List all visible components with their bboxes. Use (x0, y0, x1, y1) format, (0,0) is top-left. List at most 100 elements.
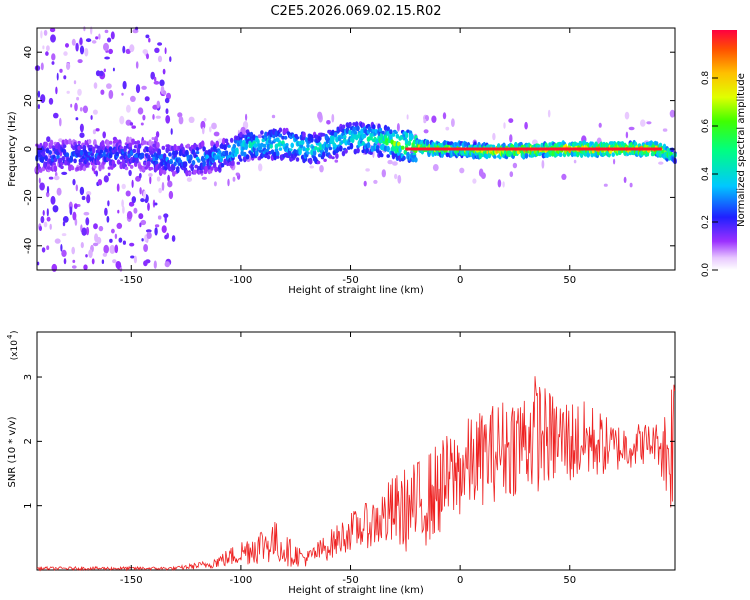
spectrogram-ridge-cell (539, 152, 543, 156)
spectrogram-noise-cell (121, 183, 126, 190)
spectrogram-noise-cell (396, 123, 400, 132)
spectrogram-noise-cell (167, 174, 171, 182)
spectrogram-noise-cell (258, 163, 263, 172)
y-tick-label: 2 (23, 438, 34, 444)
spectrogram-noise-cell (658, 161, 664, 165)
spectrogram-noise-cell (74, 102, 78, 112)
spectrogram-noise-cell (423, 129, 429, 134)
spectrogram-ridge-cell (536, 144, 540, 149)
spectrogram-noise-cell (46, 185, 50, 194)
spectrogram-ridge-cell (98, 164, 102, 172)
spectrogram-noise-cell (40, 216, 45, 224)
spectrogram-noise-cell (88, 249, 93, 258)
spectrogram-noise-cell (130, 95, 136, 102)
spectrogram-noise-cell (165, 108, 169, 115)
spectrogram-noise-cell (66, 62, 71, 70)
spectrogram-noise-cell (161, 181, 165, 191)
spectrogram-noise-cell (365, 168, 370, 172)
y-tick-label: 40 (23, 46, 34, 59)
spectrogram-ridge-cell (290, 142, 295, 149)
spectrogram-noise-cell (154, 224, 160, 228)
spectrogram-ridge-cell (216, 155, 221, 161)
spectrogram-ridge-cell (353, 148, 358, 155)
spectrogram-ridge-cell (91, 146, 96, 154)
spectrogram-ridge-cell (328, 146, 333, 151)
spectrogram-noise-cell (84, 139, 87, 146)
spectrogram-ridge-cell (375, 145, 380, 150)
spectrogram-noise-cell (547, 109, 551, 118)
spectrogram-ridge-cell (183, 161, 188, 168)
spectrogram-ridge-cell (82, 165, 87, 172)
spectrogram-ridge-cell (389, 134, 393, 141)
spectrogram-noise-cell (169, 56, 172, 62)
spectrogram-noise-cell (157, 42, 163, 46)
spectrogram-noise-cell (141, 238, 144, 242)
spectrogram-ridge-cell (127, 153, 131, 158)
spectrogram-ridge-cell (611, 152, 615, 158)
spectrogram-ridge-cell (258, 149, 263, 153)
spectrogram-ridge-cell (202, 157, 206, 162)
spectrogram-noise-cell (640, 119, 646, 127)
spectrogram-noise-cell (217, 138, 224, 144)
spectrogram-noise-cell (147, 202, 150, 211)
spectrogram-noise-cell (211, 122, 217, 130)
spectrogram-ridge-cell (232, 143, 237, 149)
spectrogram-x-ticks: -150 -100 -50 0 50 (120, 28, 576, 286)
spectrogram-noise-cell (104, 56, 110, 60)
spectrogram-noise-cell (63, 258, 67, 265)
spectrogram-noise-cell (497, 179, 502, 188)
spectrogram-noise-cell (164, 47, 167, 55)
spectrogram-noise-cell (117, 209, 120, 214)
spectrogram-ridge-cell (168, 152, 172, 157)
spectrogram-noise-cell (148, 173, 153, 177)
y-tick-label: 3 (23, 374, 34, 380)
spectrogram-noise-cell (51, 53, 56, 61)
spectrogram-noise-cell (121, 92, 124, 96)
spectrogram-ridge-cell (194, 164, 198, 169)
spectrogram-noise-cell (83, 264, 88, 271)
snr-x-axis-label: Height of straight line (km) (288, 585, 424, 596)
spectrogram-ridge-cell (650, 152, 655, 157)
spectrogram-ridge-cell (394, 131, 398, 135)
spectrogram-noise-cell (59, 68, 63, 73)
spectrogram-ridge-cell (493, 155, 497, 159)
spectrogram-noise-cell (129, 122, 134, 126)
spectrogram-noise-cell (512, 162, 518, 169)
spectrogram-noise-cell (135, 61, 139, 69)
spectrogram-noise-cell (155, 115, 161, 119)
spectrogram-ridge-cell (208, 151, 213, 158)
spectrogram-ridge-cell (295, 136, 300, 140)
spectrogram-ridge-cell (331, 156, 335, 160)
spectrogram-ridge-cell (278, 127, 283, 133)
spectrogram-ridge-cell (348, 129, 352, 136)
spectrogram-noise-cell (58, 138, 63, 143)
spectrogram-noise-cell (122, 45, 126, 54)
spectrogram-noise-cell (76, 96, 80, 101)
spectrogram-ridge-cell (62, 144, 67, 148)
spectrogram-y-ticks: -40 -20 0 20 40 (23, 46, 675, 254)
spectrogram-noise-cell (104, 29, 109, 34)
spectrogram-noise-cell (43, 29, 48, 36)
spectrogram-noise-cell (98, 225, 104, 232)
spectrogram-noise-cell (112, 67, 115, 72)
spectrogram-ridge-cell (306, 147, 310, 151)
spectrogram-ridge-cell (185, 169, 189, 177)
spectrogram-noise-cell (92, 242, 99, 247)
spectrogram-noise-cell (104, 207, 108, 216)
spectrogram-noise-cell (84, 47, 89, 57)
spectrogram-noise-cell (140, 122, 144, 126)
spectrogram-ridge-cell (93, 165, 97, 169)
spectrogram-ridge-cell (274, 130, 279, 138)
spectrogram-noise-cell (133, 255, 137, 264)
y-tick-label: 20 (23, 94, 34, 107)
spectrogram-noise-cell (119, 115, 125, 125)
spectrogram-ridge-cell (389, 129, 393, 135)
spectrogram-noise-cell (62, 221, 66, 227)
snr-y-axis-label: SNR (10 * v/v) (7, 416, 18, 487)
spectrogram-noise-cell (122, 205, 125, 214)
spectrogram-noise-cell (165, 115, 171, 124)
spectrogram-ridge-cell (141, 165, 146, 173)
spectrogram-ridge-cell (243, 151, 247, 157)
spectrogram-ridge-cell (254, 150, 259, 156)
spectrogram-ridge-cell (278, 147, 283, 151)
